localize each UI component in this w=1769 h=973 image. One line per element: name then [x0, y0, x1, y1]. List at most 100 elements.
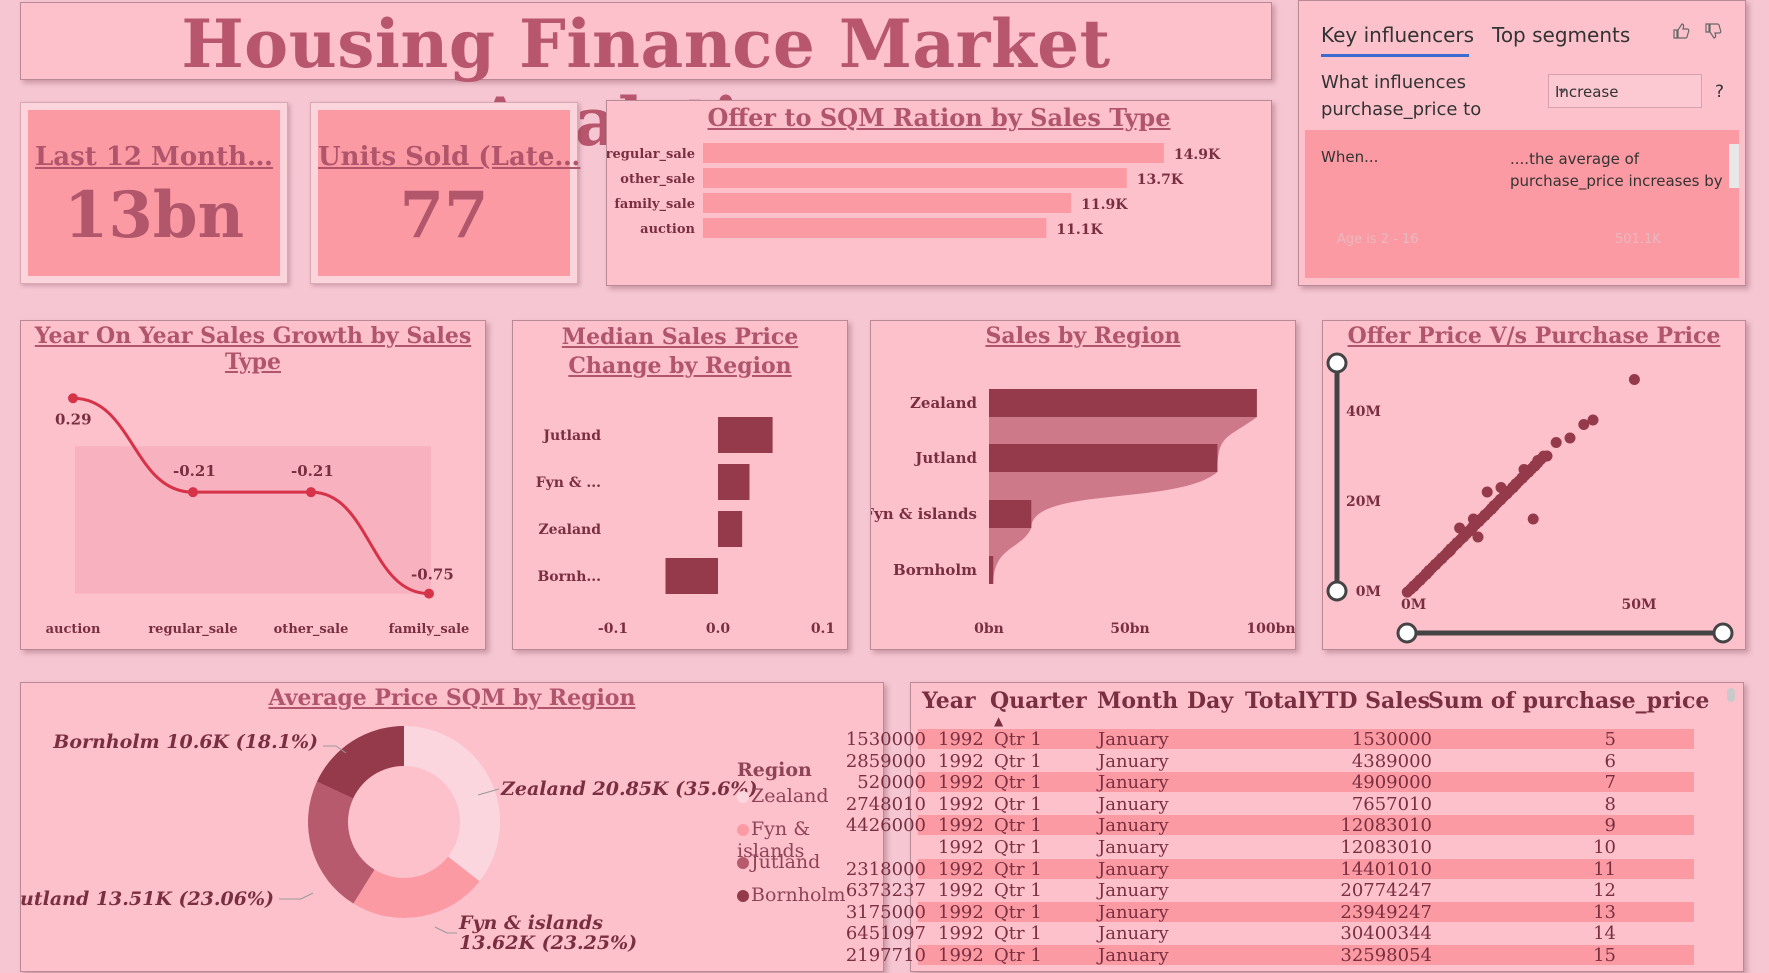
data-label: 0.29 — [55, 410, 92, 428]
table-cell: 14401010 — [1340, 858, 1432, 880]
bar — [703, 143, 1164, 163]
kpi-card-last-12-months[interactable]: Last 12 Month… 13bn — [20, 102, 288, 284]
tab-key-influencers[interactable]: Key influencers — [1321, 23, 1475, 47]
table-cell: 6451097 — [845, 923, 926, 945]
median-price-change-chart: Jutland Fyn & ... Zealand Bornh... -0.1 0.0 0.… — [536, 417, 835, 637]
category-label: Fyn & islands — [871, 505, 977, 523]
kpi-card-units-sold[interactable]: Units Sold (Late… 77 — [310, 102, 581, 284]
yoy-growth-chart: 0.29 -0.21 -0.21 -0.75 auction regular_sale ot… — [46, 393, 469, 637]
table-row[interactable]: 1992 Qtr 1 January 6 4389000 2859000 — [846, 750, 1694, 772]
legend-item[interactable]: Zealand — [737, 785, 829, 807]
table-cell: 9 — [1604, 815, 1616, 837]
average-label: ....the average of purchase_price increa… — [1510, 150, 1723, 190]
influencer-results[interactable]: When... ....the average of purchase_pric… — [1305, 130, 1739, 278]
data-point — [1518, 464, 1530, 475]
legend-item[interactable]: Bornholm — [737, 884, 846, 906]
offer-sqm-chart: regular_sale 14.9K other_sale 13.7K family_s… — [607, 143, 1221, 238]
yoy-growth-panel[interactable]: Year On Year Sales Growth by Sales Type … — [20, 320, 486, 650]
influence-direction-select[interactable]: Increase ⌄ — [1548, 74, 1702, 108]
column-header[interactable]: Quarter — [990, 688, 1087, 714]
scrollbar-thumb[interactable] — [1727, 688, 1735, 702]
sort-ascending-icon[interactable]: ▲ — [994, 714, 1004, 728]
legend-item[interactable]: Fyn & islands — [737, 818, 883, 862]
leader-line — [323, 745, 347, 754]
kpi-label: Units Sold (Late… — [318, 142, 581, 172]
table-row[interactable]: 1992 Qtr 1 January 15 32598054 2197710 — [846, 945, 1694, 966]
table-row[interactable]: 1992 Qtr 1 January 8 7657010 2748010 — [846, 793, 1694, 815]
table-row[interactable]: 1992 Qtr 1 January 9 12083010 4426000 — [846, 815, 1694, 837]
donut-slice — [308, 781, 375, 904]
table-cell: 1992 — [938, 815, 984, 837]
column-header[interactable]: Day — [1187, 688, 1234, 714]
column-header[interactable]: Sum of purchase_price — [1428, 688, 1710, 714]
x-slider-handle-right — [1712, 622, 1734, 644]
table-cell: Qtr 1 — [994, 901, 1042, 923]
x-slider-handle-left — [1396, 622, 1418, 644]
bar — [703, 218, 1047, 238]
table-cell: 1992 — [938, 772, 984, 794]
thumbs-down-icon[interactable] — [1704, 22, 1722, 45]
data-point — [1541, 450, 1553, 462]
faded-value: 501.1K — [1615, 232, 1661, 247]
legend-label: Jutland — [751, 851, 821, 873]
kpi-label: Last 12 Month… — [35, 142, 273, 172]
scrollbar[interactable] — [1729, 144, 1739, 188]
legend-label: Fyn & islands — [737, 818, 811, 862]
tick-label: 50bn — [1110, 621, 1149, 637]
data-point — [424, 588, 434, 599]
data-point — [306, 487, 316, 498]
table-cell: 32598054 — [1340, 945, 1432, 966]
avg-price-sqm-panel[interactable]: Average Price SQM by Region Zealand 20.8… — [20, 682, 884, 972]
table-cell: Qtr 1 — [994, 750, 1042, 772]
legend-label: Bornholm — [751, 884, 846, 906]
help-icon[interactable]: ? — [1715, 82, 1725, 102]
table-cell: 8 — [1604, 793, 1616, 815]
tick-label: 20M — [1346, 494, 1381, 510]
table-row[interactable]: 1992 Qtr 1 January 10 12083010 — [918, 837, 1694, 858]
tick-label: 0M — [1356, 584, 1381, 600]
column-header[interactable]: Month — [1097, 688, 1179, 714]
table-cell: 1992 — [938, 901, 984, 923]
kpi-value: 13bn — [63, 178, 245, 253]
offer-sqm-panel[interactable]: Offer to SQM Ration by Sales Type regula… — [606, 100, 1272, 286]
category-label: family_sale — [614, 197, 695, 212]
offer-vs-purchase-panel[interactable]: Offer Price V/s Purchase Price 0M 20M 40M 0… — [1322, 320, 1746, 650]
leader-line — [434, 926, 457, 934]
table-row[interactable]: 1992 Qtr 1 January 14 30400344 6451097 — [846, 923, 1694, 945]
table-cell: 6 — [1604, 750, 1616, 772]
legend-item[interactable]: Jutland — [737, 851, 820, 873]
table-cell: 1992 — [938, 793, 984, 815]
table-cell: January — [1098, 750, 1169, 772]
table-cell: January — [1098, 880, 1169, 902]
thumbs-up-icon[interactable] — [1672, 22, 1690, 45]
slice-label: Bornholm 10.6K (18.1%) — [52, 731, 318, 753]
legend-swatch — [737, 890, 749, 902]
table-row[interactable]: 1992 Qtr 1 January 7 4909000 520000 — [857, 772, 1694, 794]
column-header[interactable]: Year — [922, 688, 976, 714]
table-row[interactable]: 1992 Qtr 1 January 13 23949247 3175000 — [846, 901, 1694, 923]
tick-label: 40M — [1346, 404, 1381, 420]
median-price-change-panel[interactable]: Median Sales Price Change by Region Jutl… — [512, 320, 848, 650]
category-label: regular_sale — [607, 147, 695, 162]
chart-title: Year On Year Sales Growth by Sales Type — [34, 323, 472, 375]
table-row[interactable]: 1992 Qtr 1 January 11 14401010 2318000 — [846, 858, 1694, 880]
table-cell: 1992 — [938, 858, 984, 880]
table-row[interactable]: 1992 Qtr 1 January 5 1530000 1530000 — [846, 729, 1694, 750]
table-cell: Qtr 1 — [994, 858, 1042, 880]
table-cell: 11 — [1593, 858, 1616, 880]
table-scrollbar[interactable] — [1727, 688, 1735, 958]
data-label: -0.75 — [411, 566, 454, 584]
sales-by-region-panel[interactable]: Sales by Region Zealand Jutland Fyn & isla… — [870, 320, 1296, 650]
tab-top-segments[interactable]: Top segments — [1492, 23, 1631, 47]
leader-line — [279, 892, 314, 900]
column-header[interactable]: TotalYTD Sales — [1245, 688, 1430, 714]
table-cell: 1992 — [938, 923, 984, 945]
table-row[interactable]: 1992 Qtr 1 January 12 20774247 6373237 — [846, 880, 1694, 902]
bar — [989, 556, 994, 584]
table-cell: 3175000 — [845, 901, 926, 923]
influencer-question: What influences purchase_price to — [1321, 72, 1482, 120]
table-cell: 12083010 — [1340, 837, 1432, 858]
table-cell: 1992 — [938, 729, 984, 750]
data-label: 11.9K — [1081, 197, 1128, 213]
table-cell: 4426000 — [845, 815, 926, 837]
